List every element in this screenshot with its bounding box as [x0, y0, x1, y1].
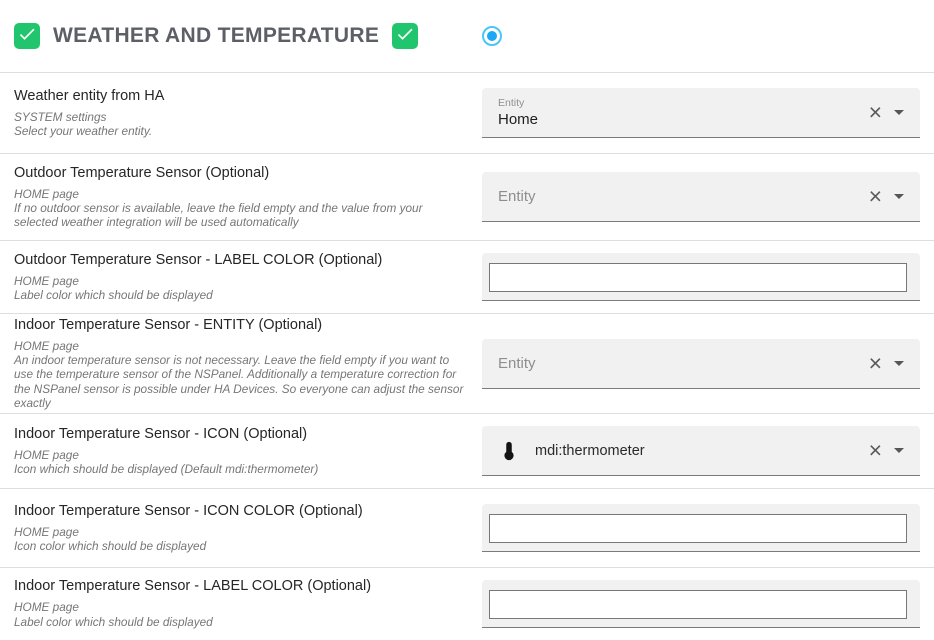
- setting-text: Outdoor Temperature Sensor - LABEL COLOR…: [14, 252, 482, 302]
- setting-title: Indoor Temperature Sensor - LABEL COLOR …: [14, 578, 372, 595]
- setting-description: Icon color which should be displayed: [14, 539, 207, 553]
- setting-description: Label color which should be displayed: [14, 288, 213, 302]
- setting-text: Indoor Temperature Sensor - ENTITY (Opti…: [14, 317, 482, 410]
- check-icon: [395, 24, 415, 49]
- section-radio-button[interactable]: [482, 26, 502, 46]
- select-value: mdi:thermometer: [535, 442, 645, 459]
- section-title-group: WEATHER AND TEMPERATURE: [14, 23, 482, 49]
- setting-control: mdi:thermometer ×: [482, 426, 920, 476]
- setting-control: [482, 504, 920, 552]
- indoor-icon-color-field: [482, 504, 920, 552]
- setting-description: An indoor temperature sensor is not nece…: [14, 353, 464, 410]
- setting-title: Outdoor Temperature Sensor (Optional): [14, 164, 270, 181]
- setting-description: If no outdoor sensor is available, leave…: [14, 200, 423, 230]
- outdoor-label-color-field: [482, 253, 920, 301]
- setting-title: Outdoor Temperature Sensor - LABEL COLOR…: [14, 251, 383, 268]
- clear-icon[interactable]: ×: [868, 183, 882, 209]
- setting-subtitle: HOME page: [14, 186, 79, 201]
- chevron-down-icon[interactable]: [894, 448, 904, 453]
- setting-title: Indoor Temperature Sensor - ENTITY (Opti…: [14, 317, 323, 334]
- weather-entity-select[interactable]: Entity Home ×: [482, 88, 920, 138]
- setting-description: Label color which should be displayed: [14, 614, 213, 629]
- check-icon: [17, 24, 37, 49]
- indoor-label-color-input[interactable]: [489, 589, 907, 619]
- row-indoor-icon-color: Indoor Temperature Sensor - ICON COLOR (…: [0, 488, 934, 567]
- row-indoor-temp-entity: Indoor Temperature Sensor - ENTITY (Opti…: [0, 313, 934, 413]
- section-enabled-checkbox[interactable]: [14, 23, 40, 49]
- setting-control: Entity ×: [482, 172, 920, 222]
- page-title: WEATHER AND TEMPERATURE: [53, 24, 380, 47]
- setting-subtitle: HOME page: [14, 524, 79, 539]
- radio-selected-dot: [487, 31, 497, 41]
- setting-description: Select your weather entity.: [14, 124, 153, 138]
- section-secondary-checkbox[interactable]: [392, 23, 419, 49]
- setting-control: Entity ×: [482, 338, 920, 389]
- chevron-down-icon[interactable]: [894, 110, 904, 115]
- setting-description: Icon which should be displayed (Default …: [14, 462, 319, 476]
- select-placeholder: Entity: [498, 188, 536, 205]
- indoor-temp-entity-select[interactable]: Entity ×: [482, 338, 920, 389]
- row-indoor-icon: Indoor Temperature Sensor - ICON (Option…: [0, 413, 934, 488]
- setting-subtitle: HOME page: [14, 600, 79, 615]
- outdoor-temp-entity-select[interactable]: Entity ×: [482, 172, 920, 222]
- setting-subtitle: SYSTEM settings: [14, 109, 107, 124]
- setting-title: Weather entity from HA: [14, 87, 165, 104]
- setting-control: Entity Home ×: [482, 88, 920, 138]
- setting-control: [482, 253, 920, 301]
- chevron-down-icon[interactable]: [894, 360, 904, 366]
- row-indoor-label-color: Indoor Temperature Sensor - LABEL COLOR …: [0, 567, 934, 639]
- clear-icon[interactable]: ×: [868, 437, 882, 463]
- outdoor-label-color-input[interactable]: [489, 263, 907, 292]
- select-value: Home: [498, 111, 539, 128]
- row-outdoor-temp-entity: Outdoor Temperature Sensor (Optional) HO…: [0, 153, 934, 240]
- setting-title: Indoor Temperature Sensor - ICON (Option…: [14, 425, 308, 442]
- select-texts: Entity Home: [498, 97, 862, 128]
- select-placeholder: Entity: [498, 354, 536, 372]
- clear-icon[interactable]: ×: [868, 99, 882, 125]
- clear-icon[interactable]: ×: [868, 349, 882, 376]
- setting-subtitle: HOME page: [14, 273, 79, 288]
- indoor-icon-color-input[interactable]: [489, 514, 907, 543]
- setting-text: Indoor Temperature Sensor - LABEL COLOR …: [14, 578, 482, 628]
- thermometer-icon: [504, 441, 514, 460]
- select-floating-label: Entity: [498, 97, 525, 109]
- setting-subtitle: HOME page: [14, 447, 79, 462]
- indoor-icon-select[interactable]: mdi:thermometer ×: [482, 426, 920, 476]
- setting-text: Indoor Temperature Sensor - ICON COLOR (…: [14, 503, 482, 553]
- chevron-down-icon[interactable]: [894, 194, 904, 199]
- section-header: WEATHER AND TEMPERATURE: [0, 0, 934, 72]
- row-weather-entity: Weather entity from HA SYSTEM settings S…: [0, 72, 934, 153]
- indoor-label-color-field: [482, 579, 920, 628]
- setting-title: Indoor Temperature Sensor - ICON COLOR (…: [14, 502, 363, 519]
- setting-text: Outdoor Temperature Sensor (Optional) HO…: [14, 165, 482, 229]
- setting-text: Weather entity from HA SYSTEM settings S…: [14, 88, 482, 138]
- setting-control: [482, 579, 920, 628]
- select-value-row: mdi:thermometer: [498, 440, 862, 462]
- row-outdoor-label-color: Outdoor Temperature Sensor - LABEL COLOR…: [0, 240, 934, 313]
- setting-text: Indoor Temperature Sensor - ICON (Option…: [14, 426, 482, 476]
- setting-subtitle: HOME page: [14, 339, 79, 354]
